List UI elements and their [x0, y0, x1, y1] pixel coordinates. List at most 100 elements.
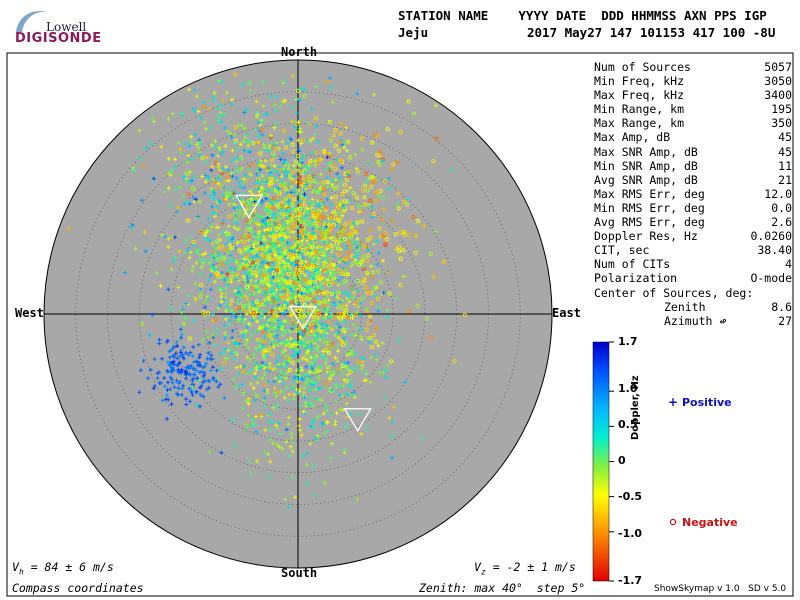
- source-point: [282, 158, 287, 162]
- source-point: [220, 271, 224, 276]
- source-point: [324, 327, 329, 332]
- source-point: [324, 339, 329, 344]
- source-point: [204, 155, 209, 160]
- source-point: [291, 360, 296, 365]
- source-point: [244, 133, 249, 138]
- source-point: [372, 178, 377, 183]
- source-point: [300, 248, 305, 253]
- source-point: [168, 203, 173, 208]
- source-point: [351, 261, 356, 266]
- source-point: [278, 182, 284, 187]
- source-point: [288, 313, 293, 318]
- source-point: [411, 215, 416, 220]
- source-point: [305, 270, 310, 275]
- source-point: [246, 166, 251, 171]
- source-point: [241, 274, 246, 279]
- source-point: [230, 245, 235, 250]
- source-point: [331, 262, 336, 268]
- source-point: [259, 245, 264, 250]
- source-point: [284, 320, 289, 325]
- source-point: [322, 253, 326, 258]
- source-point: [222, 351, 226, 355]
- source-point: [225, 356, 230, 361]
- source-point: [311, 314, 316, 319]
- source-point: [165, 416, 169, 421]
- source-point: [234, 227, 239, 232]
- source-point: [203, 126, 208, 131]
- source-point: [230, 328, 235, 333]
- source-point: [345, 296, 349, 301]
- source-point: [376, 193, 381, 198]
- source-point: [240, 179, 245, 184]
- source-point: [166, 287, 171, 292]
- source-point: [351, 322, 356, 327]
- source-point: [244, 218, 249, 223]
- source-point: [310, 366, 315, 371]
- source-point: [308, 274, 313, 279]
- source-point: [389, 218, 394, 223]
- source-point: [308, 441, 313, 446]
- source-point: [294, 259, 299, 264]
- source-point: [330, 100, 335, 105]
- source-point: [248, 88, 253, 93]
- source-point: [130, 165, 135, 170]
- source-point: [194, 197, 198, 202]
- source-point: [312, 238, 317, 243]
- source-point: [273, 376, 278, 381]
- source-point: [283, 343, 288, 348]
- source-point: [303, 404, 308, 409]
- source-point: [335, 334, 340, 339]
- source-point: [332, 222, 337, 227]
- source-point: [304, 195, 308, 200]
- source-point: [227, 242, 232, 247]
- center-marker: [288, 305, 318, 330]
- source-point: [282, 375, 287, 380]
- source-point: [305, 216, 310, 221]
- source-point: [434, 229, 438, 234]
- source-point: [137, 390, 142, 395]
- source-point: [406, 99, 411, 104]
- source-point: [385, 126, 390, 132]
- source-point: [274, 227, 279, 232]
- source-point: [344, 379, 349, 384]
- source-point: [195, 249, 199, 254]
- source-point: [317, 301, 322, 306]
- source-point: [391, 405, 396, 410]
- source-point: [167, 171, 172, 176]
- source-point: [311, 354, 316, 359]
- source-point: [360, 363, 365, 368]
- source-point: [275, 299, 280, 304]
- source-point: [254, 365, 259, 370]
- source-point: [308, 321, 313, 326]
- source-point: [272, 142, 277, 147]
- source-point: [261, 234, 266, 239]
- source-point: [298, 335, 303, 339]
- source-point: [345, 189, 350, 194]
- source-point: [275, 425, 280, 430]
- source-point: [291, 174, 296, 179]
- source-point: [363, 183, 368, 188]
- source-point: [277, 444, 282, 449]
- source-point: [194, 142, 199, 147]
- source-point: [259, 201, 264, 205]
- source-point: [293, 154, 298, 159]
- source-point: [216, 162, 221, 166]
- source-point: [296, 138, 301, 143]
- source-point: [181, 193, 186, 198]
- source-point: [162, 384, 167, 389]
- source-point: [224, 165, 228, 169]
- source-point: [270, 352, 275, 357]
- source-point: [232, 132, 237, 137]
- source-point: [266, 246, 271, 251]
- stat-row: Min SNR Amp, dB 11: [594, 158, 792, 173]
- source-point: [334, 385, 339, 390]
- source-point: [389, 359, 394, 364]
- source-point: [235, 271, 240, 276]
- source-point: [296, 88, 301, 93]
- source-point: [302, 192, 307, 197]
- source-point: [254, 184, 259, 189]
- stat-row: Max Freq, kHz 3400: [594, 88, 792, 103]
- source-point: [184, 402, 189, 407]
- source-point: [180, 113, 185, 118]
- source-point: [243, 172, 248, 177]
